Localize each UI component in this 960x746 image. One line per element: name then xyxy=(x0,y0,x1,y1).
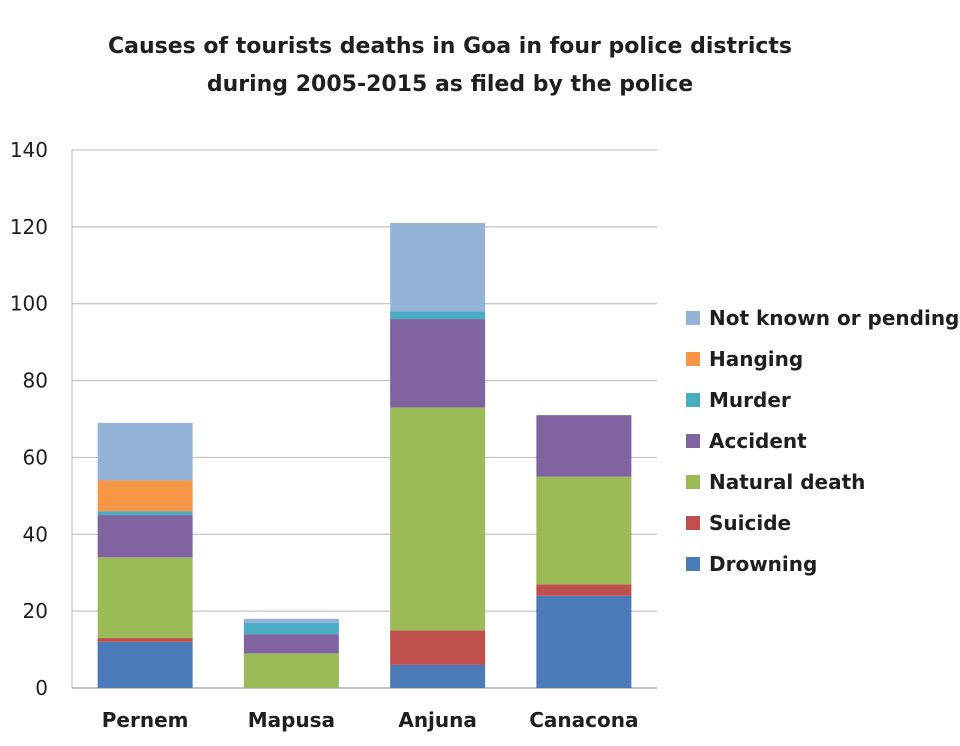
y-tick-label: 140 xyxy=(10,138,48,162)
y-tick-label: 40 xyxy=(23,522,48,546)
legend-swatch xyxy=(686,474,700,489)
bar-segment-natural-death xyxy=(243,653,339,688)
bar-segment-suicide xyxy=(536,584,632,596)
x-tick-label: Mapusa xyxy=(248,708,335,732)
legend-swatch xyxy=(686,515,700,530)
y-tick-label: 60 xyxy=(23,445,48,469)
bar-segment-drowning xyxy=(97,641,193,688)
legend-item: Suicide xyxy=(686,502,959,543)
y-tick-label: 0 xyxy=(35,676,48,700)
bar-segment-drowning xyxy=(536,595,632,688)
legend-item: Natural death xyxy=(686,461,959,502)
legend-swatch xyxy=(686,433,700,448)
bar-segment-murder xyxy=(97,511,193,516)
legend-label: Natural death xyxy=(709,469,866,494)
chart-title-block: Causes of tourists deaths in Goa in four… xyxy=(0,28,900,104)
legend-item: Drowning xyxy=(686,543,959,584)
y-tick-label: 120 xyxy=(10,215,48,239)
bar-segment-murder xyxy=(243,622,339,635)
bar-segment-accident xyxy=(243,634,339,654)
legend-swatch xyxy=(686,556,700,571)
bar-segment-not-known-or-pending xyxy=(97,422,193,481)
bar-segment-drowning xyxy=(390,664,486,688)
bar-segment-accident xyxy=(390,319,486,408)
legend-item: Hanging xyxy=(686,338,959,379)
legend-label: Hanging xyxy=(709,346,804,371)
bar-segment-natural-death xyxy=(536,476,632,585)
bar-segment-natural-death xyxy=(390,407,486,631)
y-tick-label: 80 xyxy=(23,369,48,393)
bar-segment-natural-death xyxy=(97,557,193,639)
legend-item: Accident xyxy=(686,420,959,461)
chart-legend: Not known or pending Hanging Murder Acciden… xyxy=(686,297,959,584)
legend-swatch xyxy=(686,310,700,325)
chart-title: Causes of tourists deaths in Goa in four… xyxy=(107,34,793,59)
legend-label: Not known or pending xyxy=(709,305,960,330)
legend-swatch xyxy=(686,392,700,407)
x-tick-label: Canacona xyxy=(529,708,638,732)
bar-segment-hanging xyxy=(97,480,193,512)
legend-label: Murder xyxy=(709,387,791,412)
legend-label: Suicide xyxy=(709,510,792,535)
bar-segment-accident xyxy=(536,415,632,477)
bar-segment-not-known-or-pending xyxy=(243,618,339,623)
legend-label: Accident xyxy=(709,428,807,453)
y-tick-label: 20 xyxy=(23,599,48,623)
chart-subtitle: during 2005-2015 as filed by the police xyxy=(206,72,694,97)
bar-segment-murder xyxy=(390,311,486,320)
x-tick-label: Anjuna xyxy=(398,708,477,732)
x-tick-label: Pernem xyxy=(102,708,189,732)
bar-segment-accident xyxy=(97,515,193,558)
y-tick-label: 100 xyxy=(10,292,48,316)
legend-item: Not known or pending xyxy=(686,297,959,338)
bar-segment-suicide xyxy=(390,630,486,665)
bar-segment-not-known-or-pending xyxy=(390,223,486,312)
bar-segment-suicide xyxy=(97,638,193,642)
legend-label: Drowning xyxy=(709,551,818,576)
legend-swatch xyxy=(686,351,700,366)
legend-item: Murder xyxy=(686,379,959,420)
